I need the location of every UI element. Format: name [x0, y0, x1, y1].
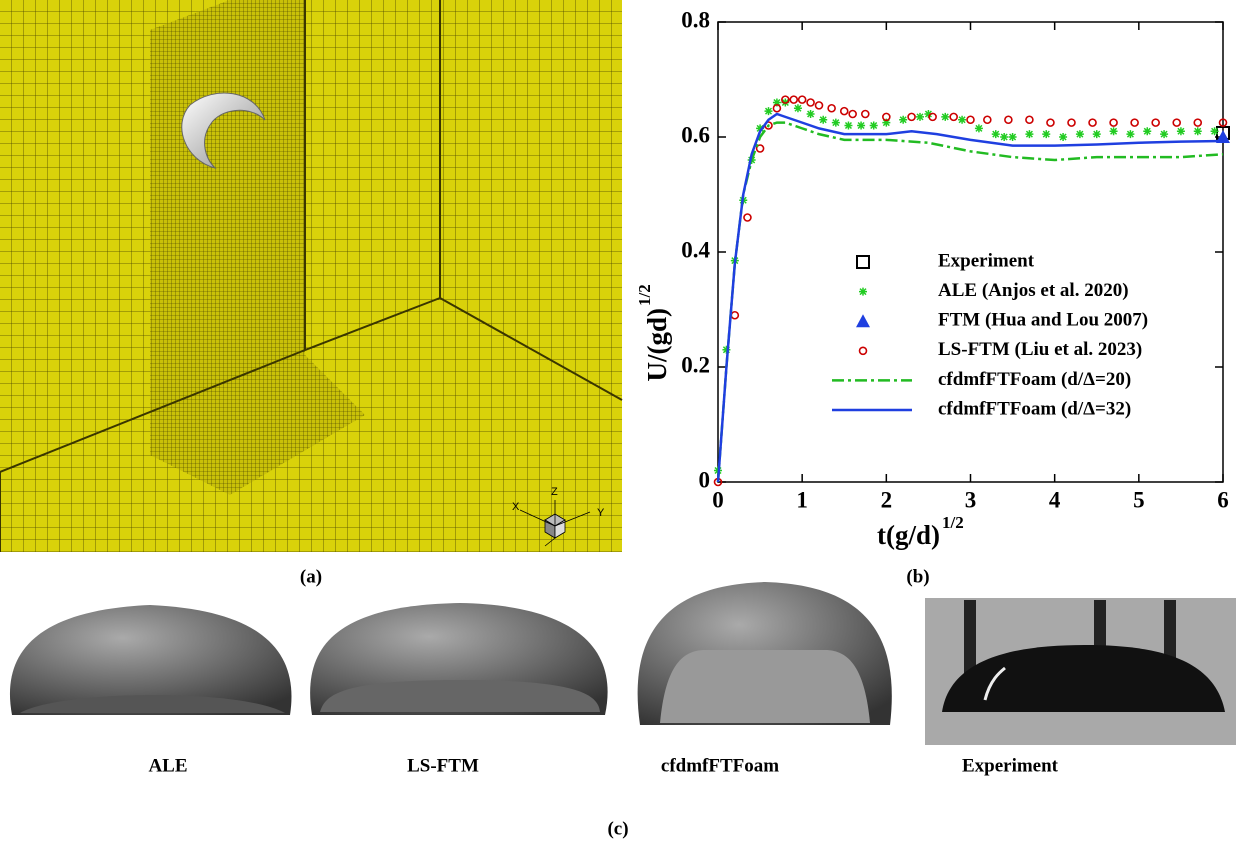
marker	[958, 116, 966, 124]
marker	[899, 116, 907, 124]
y-tick-label: 0.4	[681, 237, 710, 262]
marker	[1000, 133, 1008, 141]
marker	[1005, 116, 1012, 123]
x-tick-label: 4	[1049, 487, 1061, 512]
marker	[1194, 127, 1202, 135]
marker	[1110, 119, 1117, 126]
marker	[941, 113, 949, 121]
x-tick-label: 2	[881, 487, 893, 512]
marker	[992, 130, 1000, 138]
marker	[731, 312, 738, 319]
marker	[908, 113, 915, 120]
mesh-image: X Y Z	[0, 0, 622, 552]
marker	[1042, 130, 1050, 138]
marker	[950, 113, 957, 120]
y-tick-label: 0.6	[681, 122, 710, 147]
marker	[929, 113, 936, 120]
y-tick-label: 0	[699, 467, 711, 492]
marker	[1110, 127, 1118, 135]
marker	[1009, 133, 1017, 141]
marker	[819, 116, 827, 124]
legend-label: ALE (Anjos et al. 2020)	[938, 280, 1129, 301]
caption: Experiment	[962, 755, 1059, 776]
marker	[1211, 127, 1219, 135]
marker	[857, 122, 865, 130]
marker	[790, 96, 797, 103]
marker	[841, 108, 848, 115]
legend-marker	[856, 314, 870, 327]
x-axis-label-sup: 1/2	[942, 513, 964, 532]
panel-label: (b)	[906, 566, 929, 587]
x-tick-label: 3	[965, 487, 977, 512]
marker	[1076, 130, 1084, 138]
y-tick-label: 0.8	[681, 7, 710, 32]
marker	[807, 110, 815, 118]
axis-label: Y	[597, 507, 605, 519]
caption: LS-FTM	[407, 755, 479, 776]
legend-label: cfdmfFTFoam (d/Δ=32)	[938, 398, 1131, 419]
marker	[744, 214, 751, 221]
panel-label: (a)	[300, 566, 322, 587]
marker	[1173, 119, 1180, 126]
marker	[1026, 116, 1033, 123]
caption: ALE	[148, 755, 187, 776]
y-axis-label: U/(gd)	[642, 308, 672, 382]
legend-label: LS-FTM (Liu et al. 2023)	[938, 339, 1142, 360]
x-axis-label: t(g/d)	[877, 520, 940, 550]
marker	[844, 122, 852, 130]
marker	[967, 116, 974, 123]
marker	[1025, 130, 1033, 138]
axis-label: X	[512, 501, 520, 513]
marker	[832, 119, 840, 127]
marker	[807, 99, 814, 106]
marker	[1152, 119, 1159, 126]
legend-label: Experiment	[938, 250, 1035, 271]
caption: cfdmfFTFoam	[661, 755, 779, 776]
marker	[916, 113, 924, 121]
x-tick-label: 0	[712, 487, 724, 512]
marker	[765, 107, 773, 115]
marker	[984, 116, 991, 123]
marker	[1068, 119, 1075, 126]
marker	[870, 122, 878, 130]
x-tick-label: 5	[1133, 487, 1145, 512]
marker	[1089, 119, 1096, 126]
panel-label: (c)	[607, 818, 628, 839]
y-axis-label-sup: 1/2	[635, 284, 654, 306]
marker	[862, 111, 869, 118]
marker	[975, 124, 983, 132]
series-line	[718, 123, 1223, 482]
figure: X Y Z (a) (b) (c) ALE LS-FTM cfdmfFTFoam…	[0, 0, 1236, 848]
marker	[816, 102, 823, 109]
x-tick-label: 6	[1217, 487, 1229, 512]
y-tick-label: 0.2	[681, 352, 710, 377]
legend-marker	[860, 347, 867, 354]
bubble-images	[10, 582, 1236, 745]
x-tick-label: 1	[796, 487, 808, 512]
axis-label: Z	[551, 486, 558, 498]
marker	[794, 104, 802, 112]
marker	[849, 111, 856, 118]
marker	[1194, 119, 1201, 126]
legend-marker	[857, 256, 869, 268]
legend-marker	[859, 288, 867, 296]
marker	[1047, 119, 1054, 126]
marker	[1143, 127, 1151, 135]
marker	[1093, 130, 1101, 138]
marker	[1126, 130, 1134, 138]
marker	[1059, 133, 1067, 141]
marker	[1177, 127, 1185, 135]
marker	[1131, 119, 1138, 126]
marker	[1160, 130, 1168, 138]
marker	[799, 96, 806, 103]
legend-label: cfdmfFTFoam (d/Δ=20)	[938, 369, 1131, 390]
legend-label: FTM (Hua and Lou 2007)	[938, 310, 1148, 331]
marker	[828, 105, 835, 112]
